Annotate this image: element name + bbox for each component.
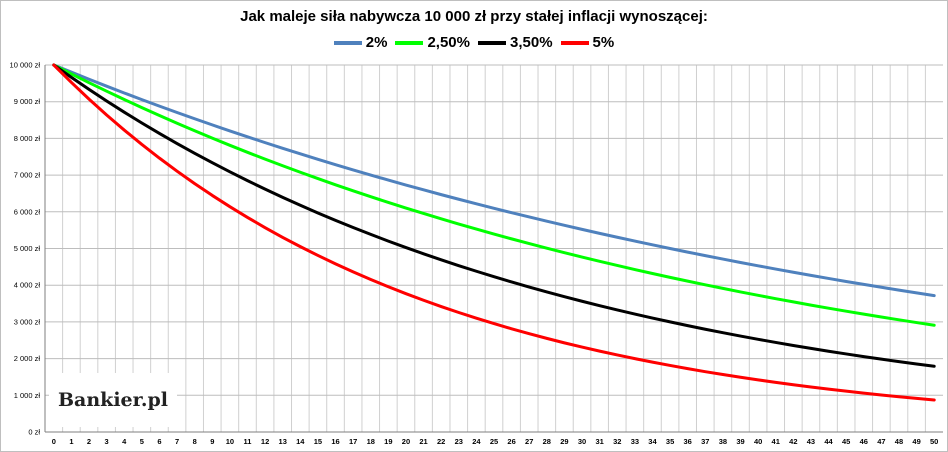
x-tick-label: 44 <box>824 437 833 446</box>
x-tick-label: 39 <box>736 437 744 446</box>
x-tick-label: 46 <box>860 437 868 446</box>
x-tick-label: 5 <box>140 437 144 446</box>
x-tick-label: 11 <box>244 437 252 446</box>
legend-item: 2% <box>333 34 388 51</box>
y-tick-label: 8 000 zł <box>14 134 41 143</box>
x-tick-label: 2 <box>87 437 91 446</box>
x-tick-label: 47 <box>877 437 885 446</box>
x-tick-label: 32 <box>613 437 621 446</box>
x-tick-label: 27 <box>525 437 533 446</box>
bankier-logo-text: Bankier.pl <box>57 389 169 411</box>
x-tick-label: 38 <box>719 437 727 446</box>
x-tick-label: 29 <box>560 437 568 446</box>
series-line-5 <box>52 63 936 402</box>
x-tick-label: 18 <box>367 437 375 446</box>
x-tick-label: 12 <box>261 437 269 446</box>
x-tick-label: 42 <box>789 437 797 446</box>
x-tick-label: 34 <box>648 437 657 446</box>
legend-swatch <box>333 40 362 45</box>
y-tick-label: 0 zł <box>28 428 40 437</box>
y-tick-label: 9 000 zł <box>14 97 41 106</box>
chart-title: Jak maleje siła nabywcza 10 000 zł przy … <box>240 8 708 25</box>
x-tick-label: 26 <box>507 437 515 446</box>
x-tick-label: 37 <box>701 437 709 446</box>
x-tick-label: 19 <box>384 437 392 446</box>
y-tick-label: 7 000 zł <box>14 171 41 180</box>
x-tick-label: 16 <box>331 437 339 446</box>
x-tick-label: 8 <box>193 437 197 446</box>
x-tick-label: 17 <box>349 437 357 446</box>
x-tick-label: 10 <box>226 437 234 446</box>
x-tick-label: 7 <box>175 437 179 446</box>
series-line-350 <box>52 63 936 368</box>
legend-item: 5% <box>560 34 615 51</box>
series-line-2 <box>52 63 936 298</box>
x-tick-label: 23 <box>455 437 463 446</box>
x-tick-label: 35 <box>666 437 674 446</box>
legend-label: 5% <box>592 34 615 51</box>
x-tick-label: 25 <box>490 437 498 446</box>
x-tick-label: 48 <box>895 437 903 446</box>
legend-label: 3,50% <box>510 34 553 51</box>
legend-swatch <box>478 40 506 45</box>
y-tick-label: 10 000 zł <box>10 61 41 70</box>
x-tick-label: 41 <box>772 437 780 446</box>
x-tick-label: 0 <box>52 437 56 446</box>
x-tick-label: 50 <box>930 437 938 446</box>
y-tick-label: 2 000 zł <box>14 354 41 363</box>
y-tick-label: 4 000 zł <box>14 281 41 290</box>
x-tick-label: 6 <box>157 437 161 446</box>
x-tick-label: 9 <box>210 437 214 446</box>
legend-label: 2% <box>365 34 388 51</box>
legend-swatch <box>395 40 424 45</box>
x-tick-label: 21 <box>419 437 427 446</box>
x-tick-label: 1 <box>69 437 73 446</box>
x-tick-label: 28 <box>543 437 551 446</box>
x-tick-label: 15 <box>314 437 322 446</box>
chart-legend: 2% 2,50% 3,50% 5% <box>1 34 947 51</box>
legend-item: 2,50% <box>395 34 470 51</box>
legend-swatch <box>560 40 589 45</box>
x-tick-label: 30 <box>578 437 586 446</box>
x-tick-label: 40 <box>754 437 762 446</box>
x-tick-label: 24 <box>472 437 481 446</box>
y-tick-label: 5 000 zł <box>14 244 41 253</box>
y-tick-label: 1 000 zł <box>14 391 41 400</box>
x-tick-label: 45 <box>842 437 850 446</box>
x-tick-label: 14 <box>296 437 305 446</box>
x-tick-label: 33 <box>631 437 639 446</box>
x-tick-label: 13 <box>279 437 287 446</box>
legend-label: 2,50% <box>427 34 470 51</box>
x-tick-label: 43 <box>807 437 815 446</box>
x-tick-label: 3 <box>105 437 109 446</box>
y-tick-label: 6 000 zł <box>14 207 41 216</box>
x-tick-label: 31 <box>595 437 603 446</box>
x-tick-label: 4 <box>122 437 127 446</box>
series-line-250 <box>52 63 936 327</box>
x-tick-label: 36 <box>684 437 692 446</box>
x-tick-label: 49 <box>912 437 920 446</box>
x-tick-label: 20 <box>402 437 410 446</box>
bankier-logo: Bankier.pl <box>49 373 177 427</box>
x-tick-label: 22 <box>437 437 445 446</box>
y-tick-label: 3 000 zł <box>14 317 41 326</box>
legend-item: 3,50% <box>478 34 553 51</box>
